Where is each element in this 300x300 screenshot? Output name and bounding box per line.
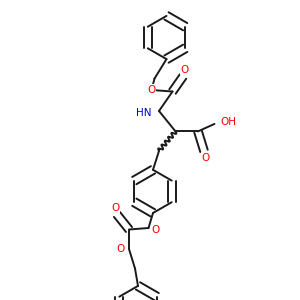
Text: O: O [147, 85, 156, 95]
Text: HN: HN [136, 107, 152, 118]
Text: O: O [201, 152, 210, 163]
Text: OH: OH [220, 117, 236, 128]
Text: O: O [116, 244, 125, 254]
Text: O: O [152, 224, 160, 235]
Text: O: O [180, 65, 189, 75]
Text: O: O [111, 203, 120, 213]
